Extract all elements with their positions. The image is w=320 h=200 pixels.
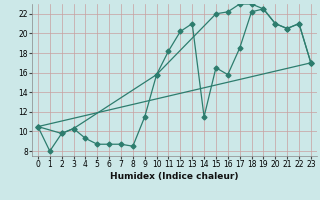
X-axis label: Humidex (Indice chaleur): Humidex (Indice chaleur) — [110, 172, 239, 181]
